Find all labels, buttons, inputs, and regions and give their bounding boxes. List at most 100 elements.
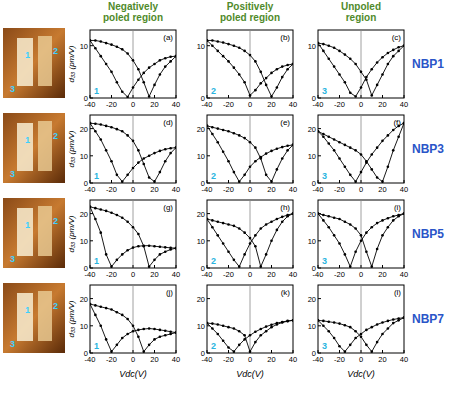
- data-point: [126, 318, 129, 321]
- y-tick: [318, 98, 321, 99]
- data-point: [370, 326, 373, 329]
- data-point: [344, 144, 347, 147]
- data-point: [90, 206, 91, 209]
- data-point: [392, 129, 395, 132]
- data-point: [121, 337, 124, 340]
- data-point: [153, 245, 156, 248]
- x-tick: [176, 95, 177, 98]
- data-point: [370, 350, 373, 353]
- data-point: [354, 63, 357, 66]
- panel-letter: (c): [392, 33, 402, 42]
- data-point: [99, 305, 102, 308]
- data-point: [148, 66, 151, 69]
- data-point: [142, 72, 145, 75]
- x-tick: [133, 180, 134, 183]
- data-point: [333, 337, 336, 340]
- data-point: [365, 344, 368, 347]
- x-tick-label: -20: [334, 270, 345, 279]
- data-point: [142, 328, 145, 331]
- x-tick: [176, 350, 177, 353]
- data-point: [349, 91, 352, 94]
- data-point: [344, 220, 347, 223]
- x-tick: [361, 350, 362, 353]
- data-point: [169, 330, 172, 333]
- data-point: [292, 63, 293, 66]
- data-group: [318, 42, 404, 98]
- data-point: [153, 152, 156, 155]
- y-tick: [207, 155, 210, 156]
- data-point: [387, 165, 390, 168]
- loop-branch: [90, 304, 176, 352]
- y-tick: [318, 183, 321, 184]
- data-point: [259, 334, 262, 337]
- data-point: [281, 216, 284, 219]
- data-point: [153, 328, 156, 331]
- data-point: [397, 50, 400, 53]
- panel: -40-200204001020(d)1d₃₃ (pm/V): [67, 115, 180, 194]
- y-tick-label: 10: [80, 237, 88, 246]
- y-tick-label: 20: [197, 210, 205, 219]
- data-point: [270, 95, 273, 98]
- data-point: [227, 60, 230, 63]
- data-point: [376, 146, 379, 149]
- y-tick-label: 10: [80, 42, 88, 51]
- data-point: [153, 259, 156, 262]
- data-point: [211, 126, 214, 129]
- y-tick-label: 0: [84, 179, 88, 188]
- data-point: [322, 320, 325, 323]
- data-point: [132, 167, 135, 170]
- data-point: [376, 176, 379, 179]
- data-point: [270, 323, 273, 326]
- data-point: [254, 146, 257, 149]
- data-point: [164, 65, 167, 68]
- data-point: [116, 344, 119, 347]
- data-point: [126, 134, 129, 137]
- data-point: [265, 77, 268, 80]
- x-tick-label: -20: [106, 270, 117, 279]
- y-tick-label: 10: [197, 237, 205, 246]
- data-point: [333, 321, 336, 324]
- data-point: [403, 316, 404, 319]
- data-point: [164, 148, 167, 151]
- data-point: [365, 161, 368, 164]
- data-point: [243, 231, 246, 234]
- y-tick-label: 20: [80, 210, 88, 219]
- data-point: [249, 237, 252, 240]
- data-point: [292, 63, 293, 66]
- zero-line: [361, 285, 362, 353]
- data-point: [249, 242, 252, 245]
- data-group: [318, 122, 404, 183]
- y-tick-label: 0: [201, 179, 205, 188]
- x-tick-label: -20: [223, 270, 234, 279]
- data-point: [222, 242, 225, 245]
- data-point: [286, 144, 289, 147]
- data-point: [265, 325, 268, 328]
- y-axis-label: d₃₃ (pm/V): [67, 300, 76, 337]
- data-point: [381, 219, 384, 222]
- y-tick-label: 0: [84, 94, 88, 103]
- x-tick: [154, 265, 155, 268]
- x-tick-label: -20: [334, 185, 345, 194]
- y-tick-label: 20: [197, 125, 205, 134]
- data-point: [121, 48, 124, 51]
- loop-branch: [207, 320, 293, 351]
- data-point: [376, 61, 379, 64]
- data-point: [376, 84, 379, 87]
- image-label: 1: [25, 135, 30, 145]
- data-point: [254, 330, 257, 333]
- loop-branch: [207, 320, 293, 351]
- data-point: [105, 253, 108, 256]
- data-point: [392, 55, 395, 58]
- data-point: [349, 146, 352, 149]
- loop-branch: [207, 126, 293, 182]
- y-tick: [207, 45, 210, 46]
- data-point: [169, 247, 172, 250]
- data-point: [137, 68, 140, 71]
- data-point: [327, 135, 330, 138]
- panel: -40-200204001020(e)2: [197, 115, 298, 194]
- data-point: [105, 63, 108, 66]
- y-tick: [207, 353, 210, 354]
- x-tick-label: 20: [150, 355, 158, 364]
- data-point: [216, 127, 219, 130]
- x-tick: [133, 350, 134, 353]
